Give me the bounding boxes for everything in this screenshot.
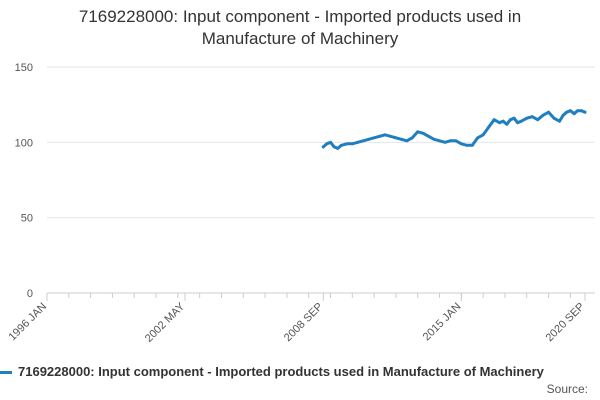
- data-point: [394, 136, 398, 140]
- data-point: [516, 121, 519, 125]
- data-point: [416, 130, 420, 134]
- data-point: [340, 143, 343, 147]
- data-point: [561, 113, 565, 117]
- data-point: [432, 137, 436, 141]
- data-point: [449, 139, 452, 143]
- data-point: [465, 143, 469, 147]
- data-point: [361, 139, 365, 143]
- data-point: [505, 122, 509, 126]
- data-point: [410, 136, 414, 140]
- data-point: [356, 140, 360, 144]
- data-point: [389, 134, 392, 138]
- data-point: [519, 119, 523, 123]
- data-point: [454, 139, 458, 143]
- x-axis: 1996 JAN 2002 MAY 2008 SEP 2015 JAN 2020 SEP: [6, 292, 595, 345]
- data-point: [558, 119, 561, 123]
- legend-swatch: [0, 371, 12, 375]
- x-tick-label: 1996 JAN: [6, 301, 49, 344]
- data-point: [509, 118, 512, 122]
- x-tick-label: 2008 SEP: [282, 301, 326, 345]
- data-point: [336, 147, 340, 150]
- y-tick-label: 0: [27, 288, 33, 300]
- series-group: [321, 109, 587, 150]
- data-point: [481, 133, 485, 137]
- data-point: [498, 121, 501, 125]
- data-point: [427, 134, 430, 138]
- grid-lines: [47, 66, 595, 219]
- y-tick-label: 150: [15, 62, 33, 74]
- data-point: [383, 133, 387, 137]
- data-point: [476, 136, 480, 140]
- data-point: [487, 125, 490, 129]
- data-point: [350, 142, 354, 146]
- legend[interactable]: 7169228000: Input component - Imported p…: [0, 364, 600, 382]
- data-point: [579, 109, 583, 113]
- chart-title-line-1: 7169228000: Input component - Imported p…: [78, 7, 522, 26]
- data-point: [443, 140, 447, 144]
- data-point: [329, 140, 332, 144]
- data-point: [470, 143, 474, 147]
- data-point: [372, 136, 376, 140]
- data-point: [438, 139, 441, 143]
- data-point: [583, 110, 587, 114]
- data-point: [547, 110, 550, 114]
- data-point: [536, 118, 540, 122]
- data-point: [501, 119, 505, 123]
- source-label: Source:: [546, 382, 588, 396]
- data-point: [552, 116, 556, 120]
- data-point: [345, 142, 349, 146]
- data-point: [541, 113, 545, 117]
- data-point: [367, 137, 371, 141]
- data-point: [565, 110, 569, 114]
- legend-label: 7169228000: Input component - Imported p…: [18, 364, 544, 379]
- data-point: [321, 145, 325, 149]
- data-point: [572, 112, 576, 116]
- chart-title-line-2: Manufacture of Machinery: [201, 29, 399, 48]
- data-point: [332, 145, 336, 149]
- data-point: [325, 142, 329, 146]
- data-point: [421, 131, 425, 135]
- y-axis-ticks: 0 50 100 150: [15, 62, 33, 300]
- data-point: [512, 116, 516, 120]
- x-tick-label: 2020 SEP: [544, 301, 588, 345]
- chart-title: 7169228000: Input component - Imported p…: [0, 6, 600, 50]
- x-tick-label: 2015 JAN: [421, 301, 464, 344]
- data-point: [569, 109, 572, 113]
- x-tick-label: 2002 MAY: [143, 300, 188, 345]
- data-point: [525, 116, 529, 120]
- data-point: [530, 115, 534, 119]
- data-point: [400, 137, 403, 141]
- data-point: [576, 109, 579, 113]
- y-tick-label: 50: [21, 213, 33, 225]
- y-tick-label: 100: [15, 137, 33, 149]
- data-point: [405, 139, 409, 143]
- data-point: [378, 134, 381, 138]
- data-point: [459, 142, 463, 146]
- data-point: [492, 118, 496, 122]
